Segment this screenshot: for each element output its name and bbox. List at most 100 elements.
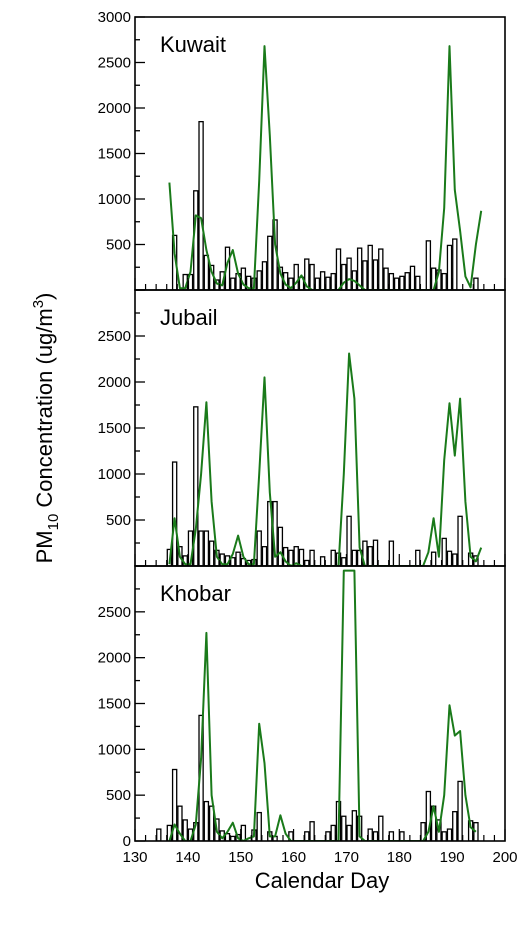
bar <box>245 275 252 290</box>
bar <box>415 275 421 290</box>
bar <box>372 831 379 841</box>
x-tick-label: 160 <box>281 849 306 866</box>
bar <box>208 540 215 566</box>
bar <box>198 530 204 566</box>
bar <box>203 800 210 841</box>
bar <box>430 267 437 290</box>
bar <box>446 550 453 566</box>
bar <box>330 272 336 290</box>
bar <box>441 831 447 841</box>
bar <box>473 822 479 841</box>
x-tick-label: 150 <box>228 849 253 866</box>
y-tick-label: 0 <box>123 833 131 850</box>
bar <box>193 406 199 566</box>
bar <box>156 828 162 841</box>
panel-kuwait: 500 1000 1500 2000 2500 3000 Kuwait <box>98 9 506 291</box>
panel-jubail: 500 1000 1500 2000 2500 Jubail <box>98 289 506 567</box>
bar <box>388 831 395 841</box>
bar <box>203 254 210 290</box>
bar <box>208 805 215 841</box>
bar <box>325 831 331 841</box>
line-series <box>168 45 483 290</box>
bar <box>452 238 458 290</box>
panel-title: Jubail <box>160 305 217 330</box>
bar <box>367 828 373 841</box>
line-series <box>168 569 477 841</box>
bar <box>240 824 247 841</box>
bar <box>372 539 379 566</box>
y-tick-label: 1000 <box>98 466 131 483</box>
bar <box>277 526 284 566</box>
bar <box>415 549 421 566</box>
bar <box>457 515 463 566</box>
bar <box>399 831 405 841</box>
bar <box>256 530 262 566</box>
y-tick-label: 2000 <box>98 100 131 117</box>
bar <box>367 244 373 290</box>
y-axis-title: PM10 Concentration (ug/m3) <box>30 293 62 564</box>
bar <box>309 549 315 566</box>
y-tick-label: 500 <box>106 237 131 254</box>
bar <box>319 556 326 566</box>
y-tick-label: 1500 <box>98 420 131 437</box>
bar <box>372 259 379 290</box>
bar <box>420 822 426 841</box>
panel-frame <box>134 289 506 567</box>
y-tick-label: 3000 <box>98 9 131 26</box>
bar <box>362 260 368 290</box>
bar <box>256 811 262 841</box>
panel-title: Kuwait <box>160 32 226 57</box>
bar <box>351 549 358 566</box>
bar <box>203 530 210 566</box>
bar <box>330 549 336 566</box>
bar <box>325 276 331 290</box>
y-tick-label: 1000 <box>98 741 131 758</box>
bar <box>425 790 432 841</box>
panel-title: Khobar <box>160 581 231 606</box>
x-tick-label: 190 <box>440 849 465 866</box>
bar <box>230 277 236 290</box>
bar <box>441 537 447 566</box>
y-tick-label: 2500 <box>98 55 131 72</box>
y-tick-label: 2000 <box>98 650 131 667</box>
bar <box>261 261 268 290</box>
bar <box>261 546 268 566</box>
bar <box>388 272 395 290</box>
bar <box>346 824 352 841</box>
y-tick-label: 1000 <box>98 191 131 208</box>
bar <box>240 267 247 290</box>
bar <box>166 548 173 566</box>
bar <box>267 235 273 290</box>
bar <box>436 819 442 841</box>
bars <box>171 121 479 290</box>
bar <box>346 257 352 290</box>
bar <box>393 277 400 290</box>
bar <box>309 263 315 290</box>
x-tick-label: 130 <box>122 849 147 866</box>
bar <box>425 240 432 290</box>
x-tick-label: 180 <box>387 849 412 866</box>
y-tick-label: 2000 <box>98 374 131 391</box>
bar <box>314 277 321 290</box>
bar <box>335 248 342 290</box>
y-tick-label: 500 <box>106 512 131 529</box>
bar <box>341 815 347 841</box>
bar <box>304 831 310 841</box>
x-axis-title: Calendar Day <box>255 868 390 893</box>
bar <box>356 247 363 290</box>
bar <box>378 248 384 290</box>
line-series <box>168 352 483 566</box>
panel-khobar: 0 500 1000 1500 2000 2500 Khobar <box>98 565 506 850</box>
bar <box>452 811 458 841</box>
panel-frame <box>134 565 506 842</box>
bar <box>441 272 447 290</box>
bar <box>177 805 183 841</box>
y-tick-label: 2500 <box>98 604 131 621</box>
x-tick-label: 170 <box>334 849 359 866</box>
bar <box>319 271 326 290</box>
bar <box>171 461 178 566</box>
bar <box>367 546 373 566</box>
bar <box>235 551 241 566</box>
bar <box>473 277 479 290</box>
